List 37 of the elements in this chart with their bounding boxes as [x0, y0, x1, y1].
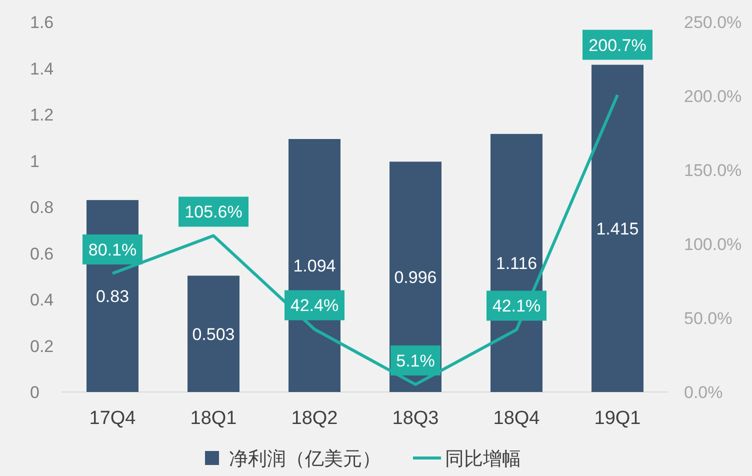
y2-tick-label: 250.0% [684, 13, 742, 32]
x-tick-label: 18Q3 [392, 408, 439, 429]
x-tick-label: 18Q4 [493, 408, 540, 429]
y-tick-label: 0.6 [30, 244, 54, 264]
y2-tick-label: 200.0% [684, 87, 742, 106]
y2-tick-label: 50.0% [684, 309, 732, 328]
data-label: 1.116 [496, 254, 538, 273]
y-tick-label: 0.4 [30, 290, 54, 310]
data-label: 105.6% [184, 202, 242, 222]
y2-tick-label: 0.0% [684, 383, 723, 402]
bar [188, 276, 240, 392]
y-tick-label: 1 [30, 152, 40, 171]
x-tick-label: 18Q1 [190, 408, 237, 429]
y-tick-label: 1.2 [30, 106, 54, 124]
data-label: 0.503 [192, 324, 235, 344]
data-label: 0.996 [394, 268, 437, 287]
y-tick-label: 0.8 [30, 198, 54, 217]
y-tick-label: 0 [30, 383, 40, 402]
legend-label: 净利润（亿美元） [229, 448, 381, 470]
y2-tick-label: 100.0% [684, 235, 742, 254]
data-label: 42.1% [492, 296, 541, 316]
y-tick-label: 0.2 [30, 336, 54, 356]
data-label: 80.1% [88, 240, 137, 260]
data-label: 1.094 [293, 256, 336, 276]
y-tick-label: 1.4 [30, 59, 54, 78]
data-label: 1.415 [596, 219, 639, 238]
y-tick-label: 1.6 [30, 13, 54, 32]
legend-label: 同比增幅 [445, 449, 521, 470]
x-tick-label: 18Q2 [291, 408, 338, 429]
y2-tick-label: 150.0% [684, 161, 742, 180]
x-tick-label: 17Q4 [89, 408, 136, 429]
x-tick-label: 19Q1 [594, 408, 641, 429]
data-label: 42.4% [290, 296, 339, 316]
data-label: 200.7% [588, 36, 646, 55]
data-label: 0.83 [96, 287, 130, 306]
bar [592, 64, 644, 392]
data-label: 5.1% [396, 351, 435, 370]
